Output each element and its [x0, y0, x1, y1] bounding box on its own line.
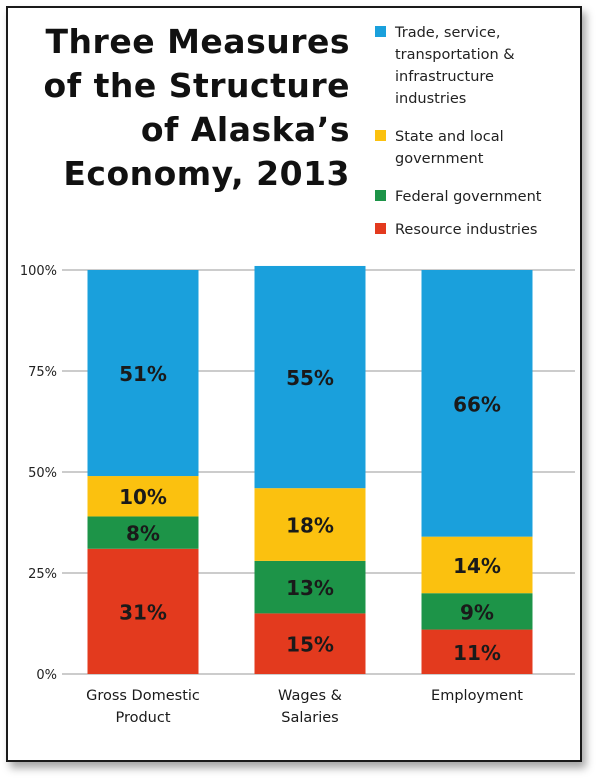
legend-label-line: transportation & [395, 47, 515, 63]
bar-segment [421, 536, 533, 594]
bar-value-label: 8% [126, 522, 160, 546]
category-label: Wages & [278, 688, 342, 704]
legend-label-line: Federal government [395, 189, 542, 205]
bar-value-label: 10% [119, 485, 167, 509]
y-tick-label: 0% [36, 668, 57, 683]
legend-swatch [375, 190, 386, 201]
bar-segment [421, 270, 533, 537]
bar-segment [254, 560, 366, 614]
bar-segment [421, 629, 533, 674]
y-tick-label: 75% [28, 365, 57, 380]
y-tick-label: 50% [28, 466, 57, 481]
bar-value-label: 15% [286, 633, 334, 657]
bar-value-label: 51% [119, 362, 167, 386]
legend-label-line: government [395, 151, 484, 167]
y-tick-label: 25% [28, 567, 57, 582]
bar-segment [87, 476, 199, 517]
category-label: Salaries [281, 710, 338, 726]
legend-label-line: Trade, service, [395, 25, 501, 41]
bar-value-label: 66% [453, 392, 501, 416]
bar-segment [254, 488, 366, 561]
legend-label-line: Resource industries [395, 222, 538, 238]
bar-value-label: 14% [453, 554, 501, 578]
legend-swatch [375, 223, 386, 234]
y-tick-label: 100% [20, 264, 57, 279]
bar-value-label: 55% [286, 366, 334, 390]
title-line: Three Measures [45, 22, 350, 61]
legend-swatch [375, 26, 386, 37]
bar-segment [254, 613, 366, 674]
category-label: Employment [431, 688, 523, 704]
legend-label-line: industries [395, 91, 467, 107]
legend-label: Federal government [395, 186, 573, 208]
bar-segment [87, 548, 199, 674]
category-label: Gross Domestic [86, 688, 200, 704]
bar-value-label: 13% [286, 576, 334, 600]
bar-segment [421, 593, 533, 630]
legend-swatch [375, 130, 386, 141]
bar-value-label: 11% [453, 641, 501, 665]
legend-label: Trade, service, transportation & infrast… [395, 22, 573, 110]
chart-title: Three Measures of the Structure of Alask… [12, 20, 350, 196]
title-line: of the Structure [43, 66, 350, 105]
bar-value-label: 31% [119, 600, 167, 624]
title-line: of Alaska’s [140, 110, 350, 149]
bar-segment [87, 270, 199, 477]
bar-value-label: 9% [460, 600, 494, 624]
bar-segment [254, 265, 366, 489]
bar-segment [87, 516, 199, 549]
legend-label-line: infrastructure [395, 69, 494, 85]
title-line: Economy, 2013 [63, 154, 350, 193]
bar-value-label: 18% [286, 514, 334, 538]
legend-label: State and local government [395, 126, 573, 170]
legend-label: Resource industries [395, 219, 573, 241]
category-label: Product [115, 710, 170, 726]
legend-label-line: State and local [395, 129, 504, 145]
